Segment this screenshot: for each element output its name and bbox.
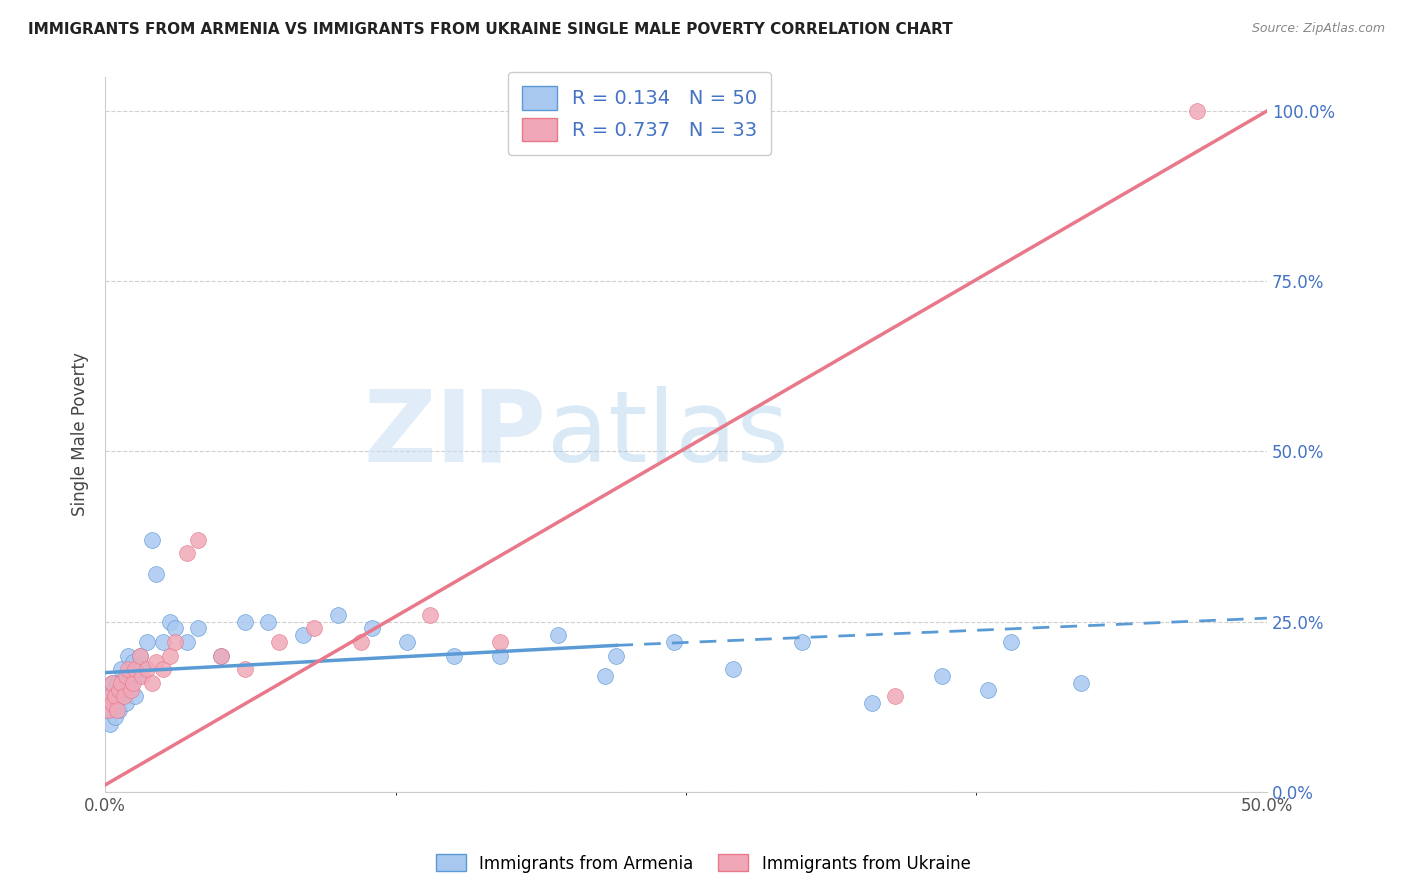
Point [117,669,139,683]
Point [110,662,132,676]
Point [105,696,128,710]
Point [443,648,465,663]
Point [664,635,686,649]
Legend: R = 0.134   N = 50, R = 0.737   N = 33: R = 0.134 N = 50, R = 0.737 N = 33 [508,72,770,155]
Point [977,682,1000,697]
Point [269,635,291,649]
Point [120,682,142,697]
Point [163,621,186,635]
Point [98,690,121,704]
Point [163,635,186,649]
Point [489,635,512,649]
Y-axis label: Single Male Poverty: Single Male Poverty [72,352,89,516]
Point [103,710,125,724]
Point [122,656,145,670]
Point [326,607,349,622]
Point [233,615,256,629]
Point [108,682,131,697]
Point [176,546,198,560]
Point [419,607,441,622]
Point [152,662,174,676]
Point [112,675,135,690]
Point [122,675,145,690]
Point [129,648,152,663]
Point [396,635,419,649]
Point [593,669,616,683]
Point [108,703,131,717]
Text: ZIP: ZIP [364,386,547,483]
Point [129,648,152,663]
Point [117,648,139,663]
Point [187,533,209,547]
Point [145,566,167,581]
Point [233,662,256,676]
Point [291,628,314,642]
Point [105,675,128,690]
Point [108,682,131,697]
Point [141,533,163,547]
Point [117,662,139,676]
Point [489,648,512,663]
Point [605,648,627,663]
Point [361,621,384,635]
Point [304,621,326,635]
Point [98,716,121,731]
Point [101,703,124,717]
Point [110,690,132,704]
Legend: Immigrants from Armenia, Immigrants from Ukraine: Immigrants from Armenia, Immigrants from… [429,847,977,880]
Point [547,628,569,642]
Point [103,690,125,704]
Point [112,690,135,704]
Point [115,669,138,683]
Point [721,662,744,676]
Point [1070,675,1092,690]
Point [209,648,232,663]
Point [860,696,883,710]
Point [1185,103,1208,118]
Point [120,682,142,697]
Point [131,669,153,683]
Point [131,662,153,676]
Point [105,703,128,717]
Point [115,696,138,710]
Point [1000,635,1022,649]
Point [101,696,124,710]
Point [792,635,814,649]
Point [110,675,132,690]
Point [159,648,181,663]
Point [124,662,146,676]
Point [101,675,124,690]
Point [145,656,167,670]
Point [96,703,118,717]
Point [257,615,280,629]
Text: atlas: atlas [547,386,789,483]
Point [127,669,149,683]
Point [209,648,232,663]
Point [152,635,174,649]
Point [136,662,159,676]
Point [136,635,159,649]
Text: Source: ZipAtlas.com: Source: ZipAtlas.com [1251,22,1385,36]
Point [159,615,181,629]
Point [96,690,118,704]
Point [141,675,163,690]
Point [931,669,953,683]
Point [124,690,146,704]
Point [103,690,125,704]
Text: IMMIGRANTS FROM ARMENIA VS IMMIGRANTS FROM UKRAINE SINGLE MALE POVERTY CORRELATI: IMMIGRANTS FROM ARMENIA VS IMMIGRANTS FR… [28,22,953,37]
Point [187,621,209,635]
Point [350,635,373,649]
Point [176,635,198,649]
Point [101,675,124,690]
Point [884,690,907,704]
